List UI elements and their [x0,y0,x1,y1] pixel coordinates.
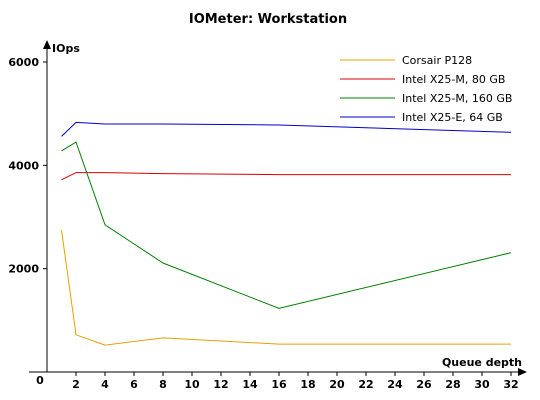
y-tick-label: 6000 [8,56,39,69]
x-tick-label: 8 [159,378,167,391]
legend-label: Intel X25-E, 64 GB [402,111,503,124]
x-tick-label: 2 [72,378,80,391]
x-axis-label: Queue depth [442,356,522,369]
series-line [61,229,511,346]
legend: Corsair P128 Intel X25-M, 80 GB Intel X25-… [340,54,512,124]
x-tick-label: 16 [271,378,287,391]
origin-label: 0 [36,374,44,387]
x-tick-label: 26 [416,378,432,391]
x-axis-arrow [518,368,527,376]
x-tick-label: 28 [445,378,460,391]
x-tick-label: 14 [242,378,258,391]
y-tick-label: 4000 [8,159,39,172]
x-tick-label: 24 [387,378,403,391]
x-tick-label: 6 [130,378,138,391]
x-tick-label: 10 [184,378,200,391]
legend-label: Corsair P128 [402,54,472,67]
x-tick-label: 32 [503,378,518,391]
series-line [61,141,512,309]
axes: IOps Queue depth 0 [29,40,527,387]
legend-label: Intel X25-M, 80 GB [402,73,505,86]
y-axis-label: IOps [52,42,80,55]
series-line [61,172,511,181]
y-axis-arrow [43,40,51,49]
x-tick-label: 20 [329,378,345,391]
x-tick-label: 18 [300,378,315,391]
x-tick-label: 22 [358,378,373,391]
series-lines [61,121,512,346]
legend-label: Intel X25-M, 160 GB [402,92,512,105]
x-tick-label: 4 [101,378,109,391]
y-tick-label: 2000 [8,263,39,276]
chart-title: IOMeter: Workstation [189,12,347,27]
series-line [61,121,512,137]
x-tick-label: 12 [213,378,228,391]
x-tick-label: 30 [474,378,490,391]
